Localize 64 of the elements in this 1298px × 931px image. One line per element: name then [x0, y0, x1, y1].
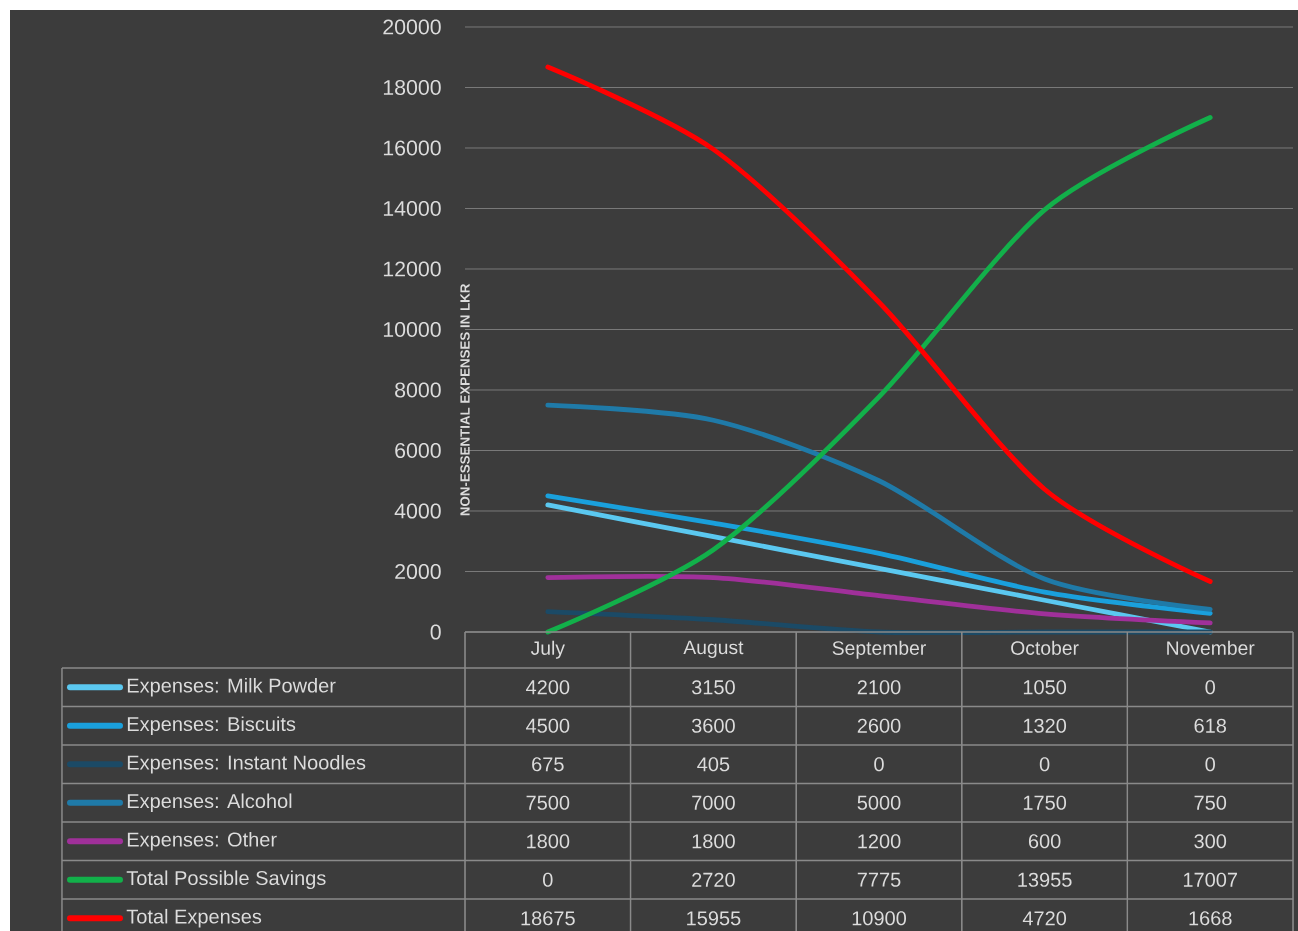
data-label: 1320	[1023, 718, 1067, 733]
data-label: 0	[543, 872, 553, 887]
line-series	[545, 115, 1213, 635]
y-tick-label: 16000	[383, 140, 441, 156]
legend-label: Total Possible Savings	[126, 870, 326, 890]
data-label: 2100	[857, 680, 901, 695]
y-tick-label: 8000	[395, 382, 441, 398]
x-tick-label: August	[683, 640, 744, 659]
data-label: 0	[1205, 757, 1215, 772]
data-label: 13955	[1018, 872, 1072, 887]
data-label: 300	[1194, 834, 1227, 849]
x-tick-label: July	[530, 640, 565, 659]
y-tick-label: 14000	[383, 200, 441, 217]
data-label: 1668	[1189, 911, 1232, 926]
data-label: 4720	[1022, 911, 1067, 926]
data-label: 0	[874, 757, 884, 772]
legend-label: Expenses: Alcohol	[127, 793, 292, 813]
data-label: 0	[1205, 680, 1215, 695]
data-label: 1050	[1023, 680, 1067, 695]
data-label: 2600	[857, 718, 901, 733]
y-tick-label: 12000	[383, 261, 441, 277]
data-label: 10900	[852, 911, 907, 926]
data-label: 3600	[691, 718, 735, 733]
x-tick-label: November	[1167, 640, 1255, 655]
legend-label: Expenses: Milk Powder	[127, 677, 336, 697]
x-tick-label: September	[832, 640, 926, 659]
data-label: 1800	[527, 834, 570, 849]
y-axis-title: NON-ESSENTIAL EXPENSES IN LKR	[460, 283, 470, 516]
x-tick-label: October	[1011, 640, 1079, 655]
legend-label: Expenses: Other	[127, 831, 277, 851]
line-series	[545, 402, 1213, 612]
y-tick-label: 20000	[383, 19, 441, 35]
line-series	[545, 64, 1213, 584]
data-label: 7775	[857, 872, 901, 887]
legend-label: Expenses: Instant Noodles	[127, 754, 366, 774]
data-label: 1750	[1023, 795, 1067, 810]
line-series	[545, 574, 1213, 626]
data-label: 675	[532, 757, 564, 772]
data-label: 2720	[692, 872, 735, 887]
data-label: 750	[1194, 795, 1227, 810]
data-label: 7000	[692, 795, 735, 810]
y-tick-label: 18000	[383, 79, 441, 96]
y-tick-label: 6000	[395, 442, 441, 459]
legend-label: Total Expenses	[126, 908, 262, 928]
data-label: 0	[1039, 757, 1050, 772]
data-label: 3150	[691, 680, 735, 695]
y-tick-label: 2000	[395, 563, 441, 580]
data-label: 600	[1028, 834, 1061, 849]
legend-label: Expenses: Biscuits	[127, 716, 296, 736]
data-label: 4500	[526, 718, 570, 733]
data-label: 618	[1194, 718, 1227, 733]
data-label: 15955	[687, 911, 741, 926]
data-label: 18675	[521, 911, 575, 926]
data-label: 7500	[526, 795, 570, 810]
data-label: 4200	[526, 680, 570, 695]
data-label: 405	[697, 757, 730, 772]
line-series	[545, 493, 1213, 616]
data-label: 5000	[857, 795, 901, 810]
y-tick-label: 10000	[383, 321, 441, 338]
data-label: 1800	[692, 834, 735, 849]
data-label: 1200	[858, 834, 901, 849]
y-tick-label: 0	[430, 624, 441, 640]
y-tick-label: 4000	[394, 503, 441, 519]
data-label: 17007	[1183, 872, 1238, 887]
